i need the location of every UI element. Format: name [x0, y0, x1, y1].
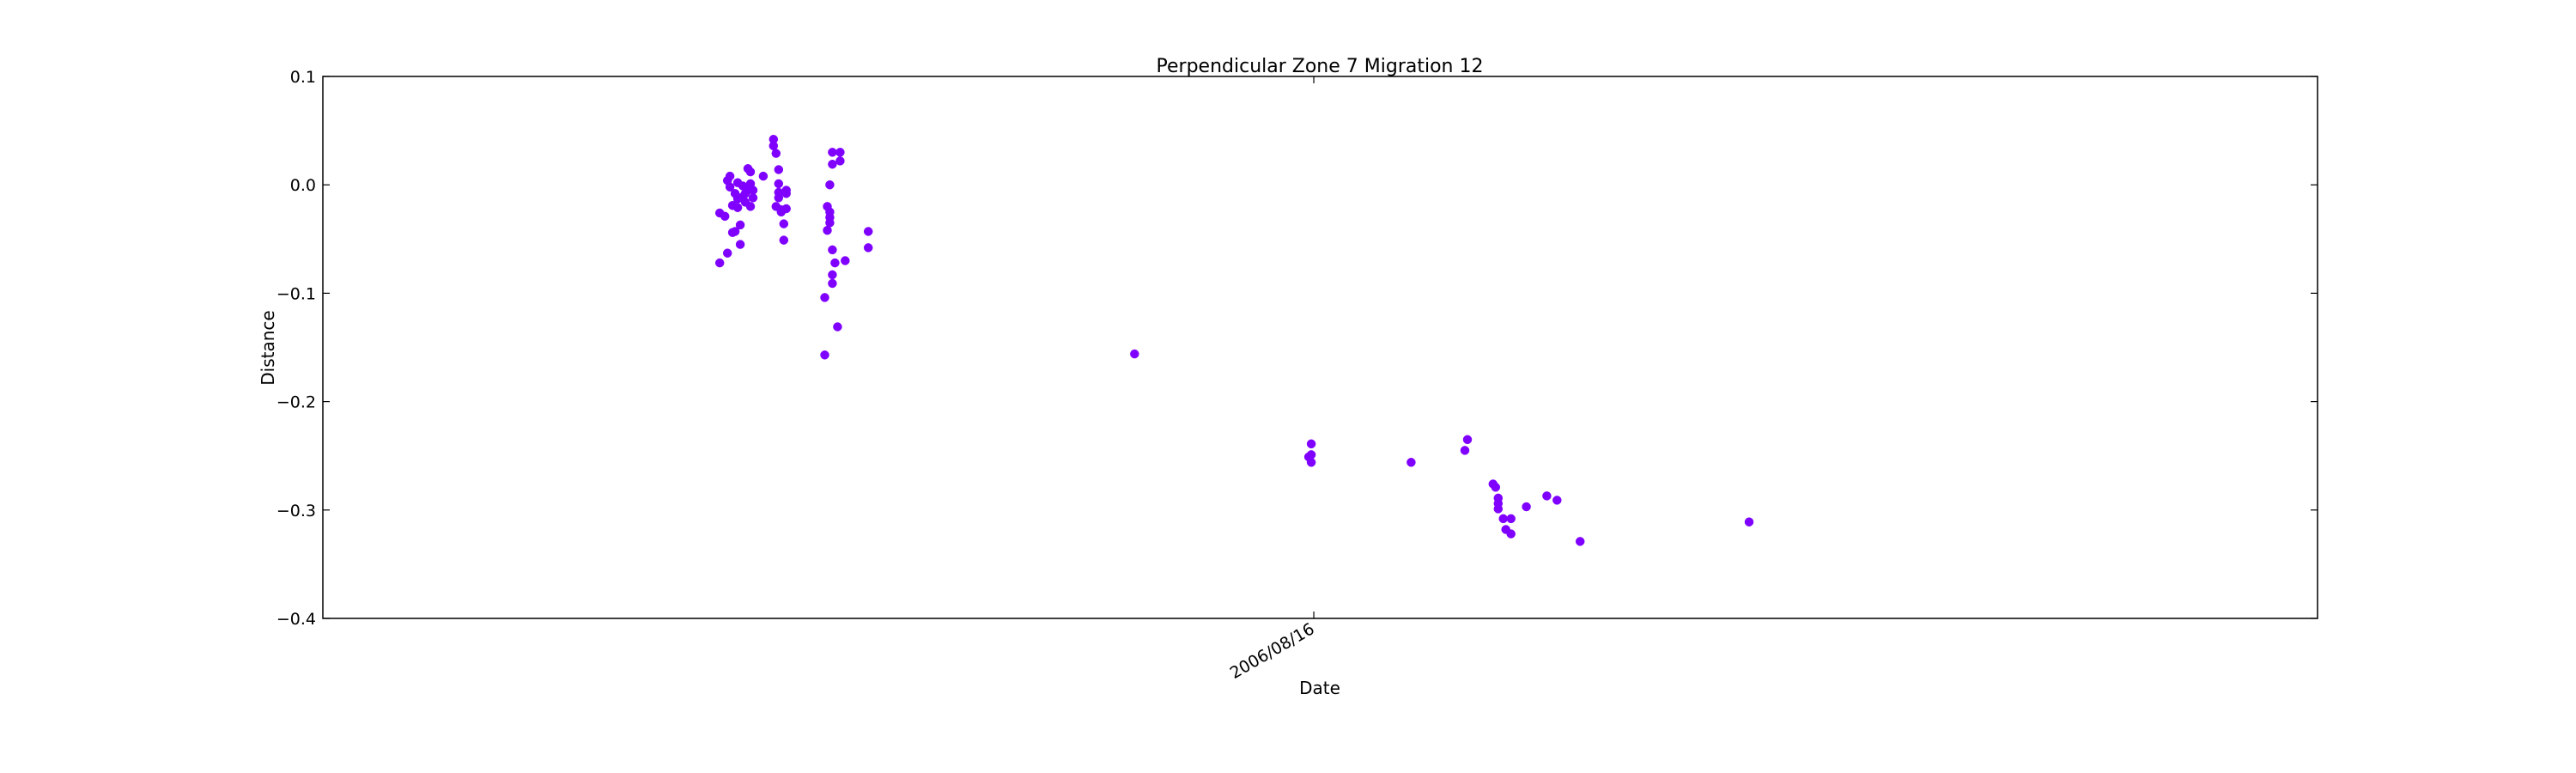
y-tick-label: −0.1 [276, 284, 316, 303]
data-point [1493, 504, 1504, 514]
data-point [1498, 514, 1508, 524]
data-point [714, 258, 725, 268]
y-tick-label: −0.4 [276, 610, 316, 629]
y-tick-label: 0.0 [290, 176, 316, 195]
data-point [828, 245, 837, 255]
data-point [863, 227, 873, 236]
chart-title: Perpendicular Zone 7 Migration 12 [1157, 56, 1484, 77]
data-point [732, 203, 743, 212]
data-point [835, 156, 845, 166]
data-point [722, 248, 732, 258]
data-point [823, 225, 832, 235]
y-axis: 0.1 0.0 −0.1 −0.2 −0.3 −0.4 [276, 68, 2318, 629]
plot-area [322, 76, 2318, 619]
data-point [828, 148, 837, 157]
data-point [748, 193, 758, 203]
data-point [828, 278, 837, 289]
y-tick-label: 0.1 [290, 68, 316, 87]
data-point [745, 202, 756, 211]
data-point [1491, 483, 1501, 492]
data-point [1130, 349, 1139, 359]
data-point [835, 148, 845, 157]
data-point [830, 258, 840, 268]
data-point [774, 165, 784, 174]
y-axis-label: Distance [258, 310, 278, 385]
data-point [1462, 435, 1473, 445]
data-point [820, 350, 829, 360]
data-point [1575, 537, 1585, 546]
data-point [758, 171, 769, 181]
y-tick-label: −0.3 [276, 502, 316, 520]
axes-frame [322, 76, 2318, 619]
data-point [725, 171, 735, 181]
data-point [771, 149, 781, 158]
data-point [1460, 446, 1470, 455]
data-point [1542, 491, 1552, 501]
data-point [774, 193, 784, 203]
data-point [825, 212, 835, 222]
data-point [1406, 458, 1416, 467]
data-point [779, 219, 789, 228]
data-point [735, 240, 745, 249]
y-tick-label: −0.2 [276, 393, 316, 412]
data-point [820, 293, 829, 302]
data-point [779, 235, 789, 245]
data-point [748, 186, 758, 195]
data-point [730, 227, 740, 236]
data-point [828, 159, 837, 169]
data-point [769, 141, 779, 151]
data-point [825, 180, 835, 190]
data-point [725, 182, 735, 192]
data-point [735, 220, 745, 230]
data-point [841, 256, 850, 265]
x-axis-label: Date [1299, 678, 1340, 698]
data-point [1306, 450, 1316, 460]
scatter-points [714, 134, 1754, 546]
data-point [781, 189, 791, 198]
data-point [833, 322, 842, 332]
data-point [774, 179, 784, 189]
data-point [1522, 502, 1531, 512]
data-point [720, 211, 730, 222]
data-point [828, 270, 837, 280]
data-point [781, 204, 791, 214]
data-point [1552, 496, 1562, 505]
data-point [745, 167, 756, 177]
data-point [1306, 439, 1316, 449]
data-point [1306, 458, 1316, 467]
data-point [1744, 517, 1754, 526]
data-point [1506, 529, 1516, 539]
data-point [1506, 514, 1516, 524]
data-point [863, 243, 873, 253]
